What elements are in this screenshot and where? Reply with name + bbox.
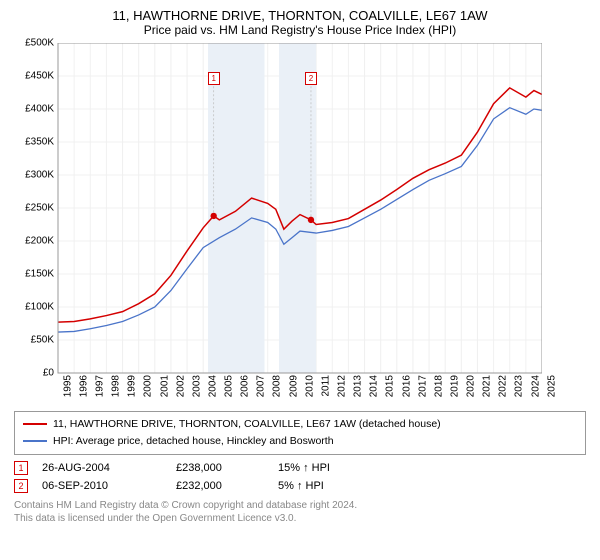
xtick-label: 2015 bbox=[385, 375, 396, 397]
xtick-label: 2022 bbox=[498, 375, 509, 397]
footer-line-1: Contains HM Land Registry data © Crown c… bbox=[14, 499, 586, 512]
xtick-label: 2007 bbox=[256, 375, 267, 397]
chart-marker-2: 2 bbox=[305, 72, 317, 85]
xtick-label: 2021 bbox=[481, 375, 492, 397]
legend-label: HPI: Average price, detached house, Hinc… bbox=[53, 433, 334, 450]
legend-label: 11, HAWTHORNE DRIVE, THORNTON, COALVILLE… bbox=[53, 416, 441, 433]
transaction-row: 2 06-SEP-2010 £232,000 5% ↑ HPI bbox=[14, 477, 586, 495]
xtick-label: 2012 bbox=[336, 375, 347, 397]
row-price: £232,000 bbox=[176, 480, 264, 492]
transaction-row: 1 26-AUG-2004 £238,000 15% ↑ HPI bbox=[14, 459, 586, 477]
xtick-label: 2006 bbox=[239, 375, 250, 397]
title-block: 11, HAWTHORNE DRIVE, THORNTON, COALVILLE… bbox=[14, 8, 586, 37]
price-chart: £0£50K£100K£150K£200K£250K£300K£350K£400… bbox=[14, 43, 586, 405]
xtick-label: 2008 bbox=[272, 375, 283, 397]
row-marker-box: 2 bbox=[14, 479, 28, 493]
footer-note: Contains HM Land Registry data © Crown c… bbox=[14, 499, 586, 525]
xtick-label: 2010 bbox=[304, 375, 315, 397]
xtick-label: 2002 bbox=[175, 375, 186, 397]
xtick-label: 2009 bbox=[288, 375, 299, 397]
xtick-label: 2024 bbox=[530, 375, 541, 397]
xtick-label: 2003 bbox=[191, 375, 202, 397]
xtick-label: 2004 bbox=[207, 375, 218, 397]
row-date: 26-AUG-2004 bbox=[42, 462, 162, 474]
row-date: 06-SEP-2010 bbox=[42, 480, 162, 492]
page-subtitle: Price paid vs. HM Land Registry's House … bbox=[14, 23, 586, 37]
row-delta: 5% ↑ HPI bbox=[278, 480, 366, 492]
legend-row: HPI: Average price, detached house, Hinc… bbox=[23, 433, 577, 450]
xtick-label: 2017 bbox=[417, 375, 428, 397]
xtick-label: 1995 bbox=[62, 375, 73, 397]
xtick-label: 2020 bbox=[465, 375, 476, 397]
xtick-label: 1998 bbox=[110, 375, 121, 397]
xtick-label: 1997 bbox=[94, 375, 105, 397]
x-axis-ticks: 1995 1996 1997 1998 1999 2000 2001 2002 2003 2004… bbox=[14, 373, 542, 405]
xtick-label: 2018 bbox=[433, 375, 444, 397]
legend-row: 11, HAWTHORNE DRIVE, THORNTON, COALVILLE… bbox=[23, 416, 577, 433]
xtick-label: 2025 bbox=[546, 375, 557, 397]
xtick-label: 2013 bbox=[352, 375, 363, 397]
row-delta: 15% ↑ HPI bbox=[278, 462, 366, 474]
legend-swatch bbox=[23, 440, 47, 442]
page-title: 11, HAWTHORNE DRIVE, THORNTON, COALVILLE… bbox=[14, 8, 586, 23]
xtick-label: 2005 bbox=[223, 375, 234, 397]
xtick-label: 2011 bbox=[320, 375, 331, 397]
transaction-rows: 1 26-AUG-2004 £238,000 15% ↑ HPI 2 06-SEP-201… bbox=[14, 459, 586, 495]
xtick-label: 2001 bbox=[159, 375, 170, 397]
chart-marker-1: 1 bbox=[208, 72, 220, 85]
xtick-label: 2019 bbox=[449, 375, 460, 397]
footer-line-2: This data is licensed under the Open Gov… bbox=[14, 512, 586, 525]
legend: 11, HAWTHORNE DRIVE, THORNTON, COALVILLE… bbox=[14, 411, 586, 455]
chart-svg bbox=[14, 43, 542, 405]
row-price: £238,000 bbox=[176, 462, 264, 474]
xtick-label: 2000 bbox=[143, 375, 154, 397]
xtick-label: 2014 bbox=[369, 375, 380, 397]
row-marker-box: 1 bbox=[14, 461, 28, 475]
xtick-label: 2023 bbox=[514, 375, 525, 397]
legend-swatch bbox=[23, 423, 47, 425]
xtick-label: 2016 bbox=[401, 375, 412, 397]
xtick-label: 1996 bbox=[78, 375, 89, 397]
xtick-label: 1999 bbox=[127, 375, 138, 397]
